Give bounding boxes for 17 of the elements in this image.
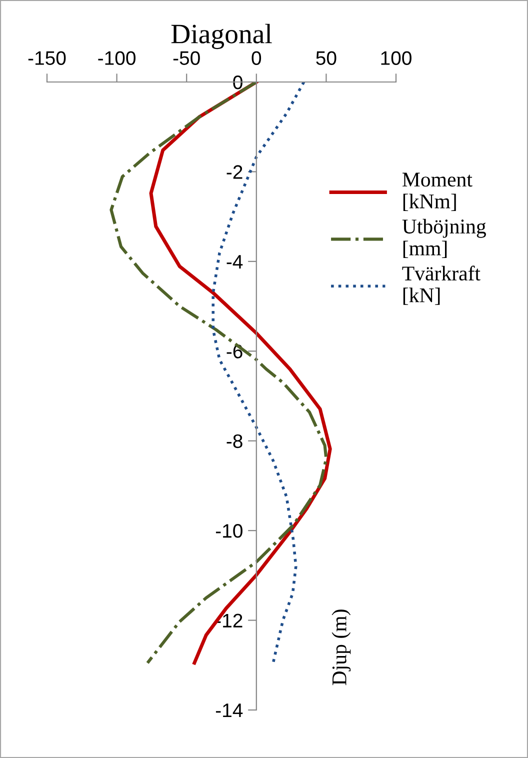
- x-tick-label: -150: [28, 51, 66, 65]
- x-tick-label: -100: [98, 51, 136, 65]
- x-tick-label: -50: [173, 51, 200, 65]
- y-axis-title: Djup (m): [332, 610, 351, 686]
- y-tick-label: -4: [226, 255, 243, 268]
- y-tick-label: -8: [226, 434, 242, 448]
- legend-label: Utböjning [mm]: [402, 218, 486, 258]
- y-tick-label: -2: [226, 165, 242, 179]
- x-tick-label: 50: [316, 51, 336, 65]
- x-tick-label: 0: [252, 51, 262, 65]
- legend-label: Tvärkraft [kN]: [402, 266, 480, 305]
- legend-label: Moment [kNm]: [402, 172, 472, 211]
- y-tick-label: -12: [216, 614, 242, 628]
- y-tick-label: -14: [216, 704, 243, 718]
- chart-title: Diagonal: [171, 24, 272, 50]
- y-tick-label: -10: [216, 524, 242, 538]
- x-tick-label: 100: [381, 51, 412, 65]
